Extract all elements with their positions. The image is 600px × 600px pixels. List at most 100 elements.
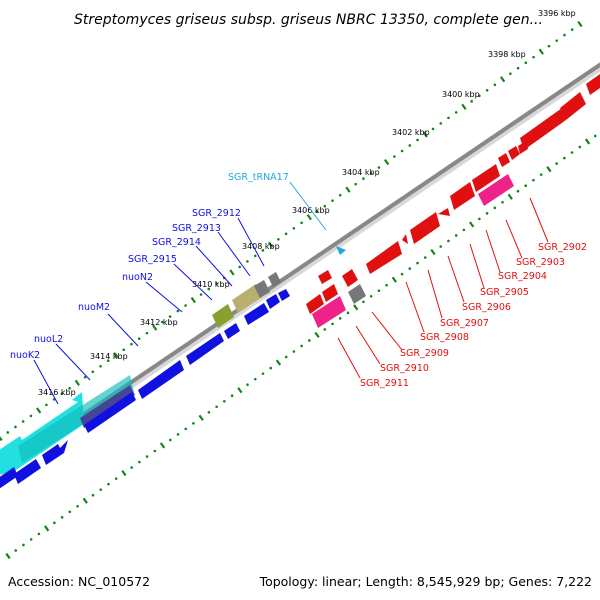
inner-minor-tick <box>37 532 41 536</box>
gene-SGR_2915[interactable] <box>224 323 240 339</box>
inner-minor-tick <box>447 239 450 243</box>
inner-major-tick <box>237 387 243 394</box>
label-SGR_2910[interactable]: SGR_2910 <box>380 363 429 374</box>
gene-SGR_2902-a[interactable] <box>498 153 510 167</box>
inner-minor-tick <box>593 134 597 138</box>
tick-label-3402: 3402 kbp <box>392 128 430 137</box>
outer-minor-tick <box>509 72 512 76</box>
label-SGR_2913[interactable]: SGR_2913 <box>172 223 221 234</box>
label-SGR_2902[interactable]: SGR_2902 <box>538 242 587 253</box>
inner-major-tick <box>159 442 166 449</box>
outer-major-tick <box>190 296 196 304</box>
inner-major-tick <box>121 470 127 477</box>
outer-minor-tick <box>45 403 48 407</box>
label-SGR_2914[interactable]: SGR_2914 <box>152 237 201 248</box>
label-SGR_2915[interactable]: SGR_2915 <box>128 254 177 265</box>
leader-trna17 <box>289 181 327 231</box>
gene-SGR_2903[interactable] <box>472 164 500 192</box>
outer-minor-tick <box>431 127 435 131</box>
outer-minor-tick <box>323 204 327 208</box>
label-SGR_2911[interactable]: SGR_2911 <box>360 378 409 389</box>
outer-major-tick <box>229 269 235 276</box>
inner-minor-tick <box>292 350 296 353</box>
outer-minor-tick <box>555 39 559 42</box>
inner-major-tick <box>5 552 11 560</box>
label-SGR_2908[interactable]: SGR_2908 <box>420 332 469 343</box>
gene-SGR_2908[interactable] <box>366 241 402 274</box>
tick-label-3410: 3410 kbp <box>192 280 230 289</box>
gene-SGR_2903-magenta[interactable] <box>478 174 514 206</box>
inner-minor-tick <box>230 394 234 398</box>
inner-major-tick <box>468 221 475 228</box>
label-SGR_2903[interactable]: SGR_2903 <box>516 257 565 268</box>
label-SGR_2912[interactable]: SGR_2912 <box>192 208 241 219</box>
gene-SGR_2905[interactable] <box>438 208 450 216</box>
outer-minor-tick <box>300 221 303 225</box>
gene-cyan-band[interactable] <box>18 375 134 463</box>
inner-minor-tick <box>439 245 443 248</box>
gene-SGR_2915-olive[interactable] <box>212 304 234 328</box>
label-nuoN2[interactable]: nuoN2 <box>122 272 153 283</box>
gene-SGR_2912-gray[interactable] <box>268 272 281 287</box>
inner-minor-tick <box>153 449 157 453</box>
leader-SGR_2902 <box>529 197 549 243</box>
label-SGR_tRNA17[interactable]: SGR_tRNA17 <box>228 172 289 183</box>
label-nuoK2[interactable]: nuoK2 <box>10 350 40 361</box>
label-SGR_2909[interactable]: SGR_2909 <box>400 348 449 359</box>
gene-nuoK2-lower[interactable] <box>0 467 18 495</box>
gene-SGR_2909-gray[interactable] <box>348 284 366 304</box>
gene-nuo-a[interactable] <box>14 459 41 484</box>
gene-SGR_2913-small[interactable] <box>266 294 280 309</box>
gene-SGR_2910[interactable] <box>322 284 338 302</box>
outer-minor-tick <box>362 177 365 180</box>
label-SGR_2907[interactable]: SGR_2907 <box>440 318 489 329</box>
inner-minor-tick <box>532 178 535 182</box>
inner-minor-tick <box>578 145 582 149</box>
gene-SGR_2912-small[interactable] <box>278 289 290 301</box>
gene-SGR_2914[interactable] <box>244 303 269 325</box>
label-SGR_2904[interactable]: SGR_2904 <box>498 271 547 282</box>
genome-title: Streptomyces griseus subsp. griseus NBRC… <box>74 12 543 28</box>
gene-SGR_2902-b[interactable] <box>508 146 520 160</box>
gene-SGR_2907[interactable] <box>402 234 408 244</box>
gene-nuoM2[interactable] <box>138 360 184 399</box>
outer-minor-tick <box>168 315 172 318</box>
inner-minor-tick <box>215 405 218 409</box>
gene-dark-segment[interactable] <box>80 385 135 428</box>
tick-label-3396: 3396 kbp <box>538 9 576 18</box>
outer-minor-tick <box>393 155 396 158</box>
tick-label-3408: 3408 kbp <box>242 242 280 251</box>
gene-SGR_2902[interactable] <box>520 108 566 150</box>
reverse-gene-labels: SGR_2902 SGR_2903 SGR_2904 SGR_2905 SGR_… <box>360 242 587 389</box>
genome-summary-text: Topology: linear; Length: 8,545,929 bp; … <box>259 574 592 589</box>
outer-minor-tick <box>21 420 25 423</box>
gene-SGR_2914-khaki[interactable] <box>232 284 262 313</box>
gene-trna17[interactable] <box>336 246 346 255</box>
gene-SGR_2900[interactable] <box>586 74 600 95</box>
inner-minor-tick <box>60 516 64 519</box>
label-SGR_2906[interactable]: SGR_2906 <box>462 302 511 313</box>
gene-SGR_2909[interactable] <box>342 269 358 287</box>
label-SGR_2905[interactable]: SGR_2905 <box>480 287 529 298</box>
outer-minor-tick <box>137 337 141 340</box>
tick-label-3414: 3414 kbp <box>90 352 128 361</box>
gene-SGR_2913-gray[interactable] <box>254 280 270 298</box>
inner-minor-tick <box>570 151 574 154</box>
label-nuoL2[interactable]: nuoL2 <box>34 334 63 345</box>
gene-nuo-b[interactable] <box>42 440 68 465</box>
gene-SGR_2901[interactable] <box>560 92 586 120</box>
label-nuoM2[interactable]: nuoM2 <box>78 302 110 313</box>
outer-minor-tick <box>277 238 280 241</box>
inner-minor-tick <box>346 311 350 315</box>
inner-minor-tick <box>76 504 79 508</box>
inner-minor-tick <box>176 433 180 436</box>
gene-SGR_2911-magenta[interactable] <box>312 296 346 328</box>
gene-nuoN2[interactable] <box>186 333 224 365</box>
gene-SGR_2904[interactable] <box>450 182 475 210</box>
gene-nuoL2[interactable] <box>84 392 136 433</box>
outer-minor-tick <box>83 375 87 379</box>
inner-minor-tick <box>246 383 249 386</box>
gene-SGR_2906[interactable] <box>410 212 440 244</box>
gene-SGR_2911[interactable] <box>306 294 324 314</box>
gene-SGR_2911-small[interactable] <box>318 270 332 284</box>
